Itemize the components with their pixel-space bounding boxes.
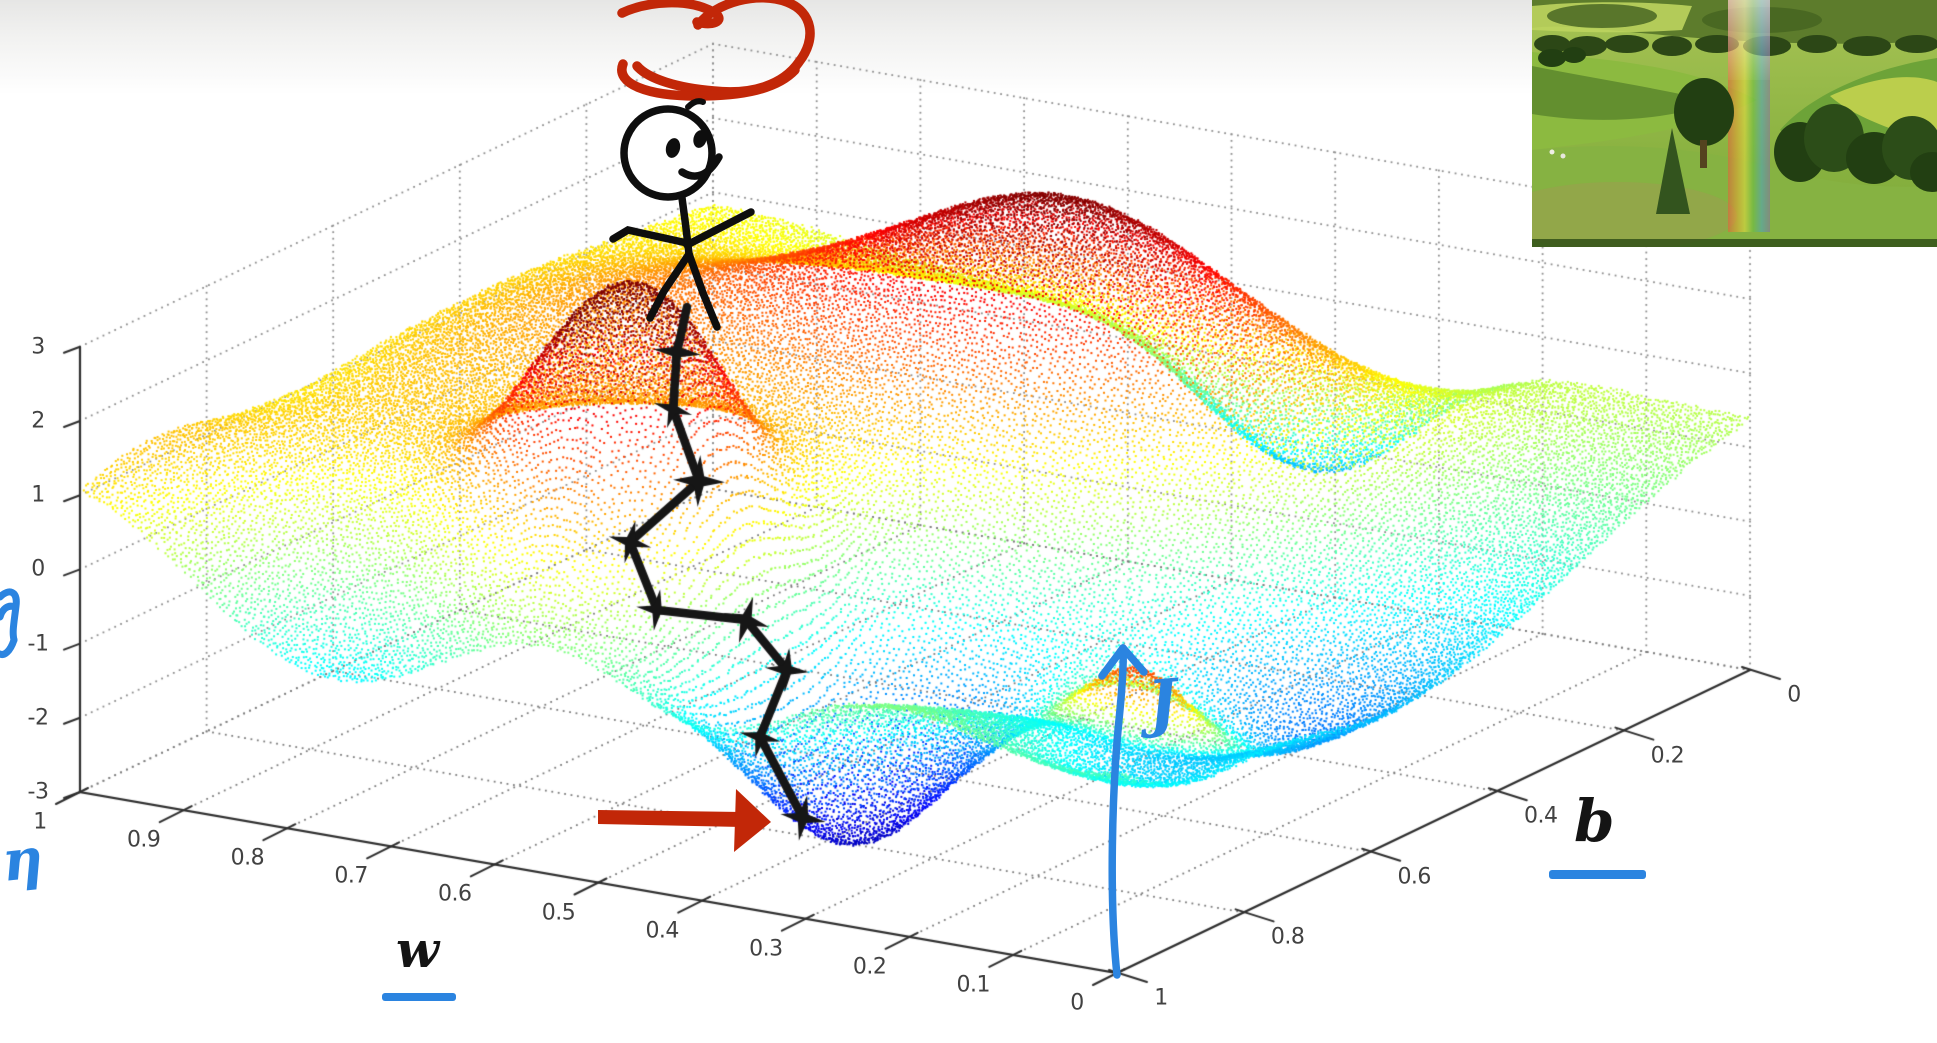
j-cost-label: J	[1144, 664, 1181, 741]
z-tick-label: 1	[31, 482, 45, 508]
w-tick-label: 0.9	[126, 827, 161, 853]
b-tick-label: 1	[1154, 985, 1168, 1011]
z-tick-label: -2	[27, 705, 49, 731]
b-tick-label: 0.4	[1524, 803, 1558, 829]
w-tick-label: 0.3	[749, 936, 783, 962]
w-tick-label: 0.2	[852, 954, 887, 980]
z-tick-label: -1	[27, 631, 49, 657]
w-tick-label: 0.8	[230, 845, 265, 871]
z-tick-label: 0	[31, 556, 45, 582]
z-tick-label: -3	[27, 779, 49, 805]
w-tick-label: 0.4	[645, 918, 679, 944]
z-tick-label: 2	[31, 408, 45, 434]
photo-cow	[1560, 153, 1566, 159]
w-tick-label: 1	[33, 809, 47, 835]
green-hills-photo	[1532, 0, 1937, 247]
b-tick-label: 0.2	[1650, 743, 1685, 769]
w-tick-label: 0	[1070, 990, 1084, 1016]
photo-left-hill-shadow	[1532, 66, 1717, 120]
w-tick-label: 0.5	[541, 900, 576, 925]
b-axis-label: b	[1574, 787, 1615, 855]
b-tick-label: 0.8	[1270, 924, 1305, 950]
photo-cow	[1549, 149, 1555, 155]
w-axis-label: w	[396, 920, 440, 979]
w-tick-label: 0.1	[956, 972, 991, 998]
photo-trees	[1538, 47, 1937, 214]
b-axis-underline	[1549, 870, 1646, 879]
z-tick-label: 3	[31, 334, 45, 360]
w-tick-label: 0.7	[334, 863, 368, 889]
w-tick-label: 0.6	[438, 881, 472, 907]
b-tick-label: 0.6	[1397, 864, 1431, 890]
photo-bottom-edge	[1532, 239, 1937, 247]
eta-label: η	[0, 825, 47, 895]
w-axis-underline	[382, 993, 456, 1001]
b-tick-label: 0	[1787, 682, 1801, 708]
